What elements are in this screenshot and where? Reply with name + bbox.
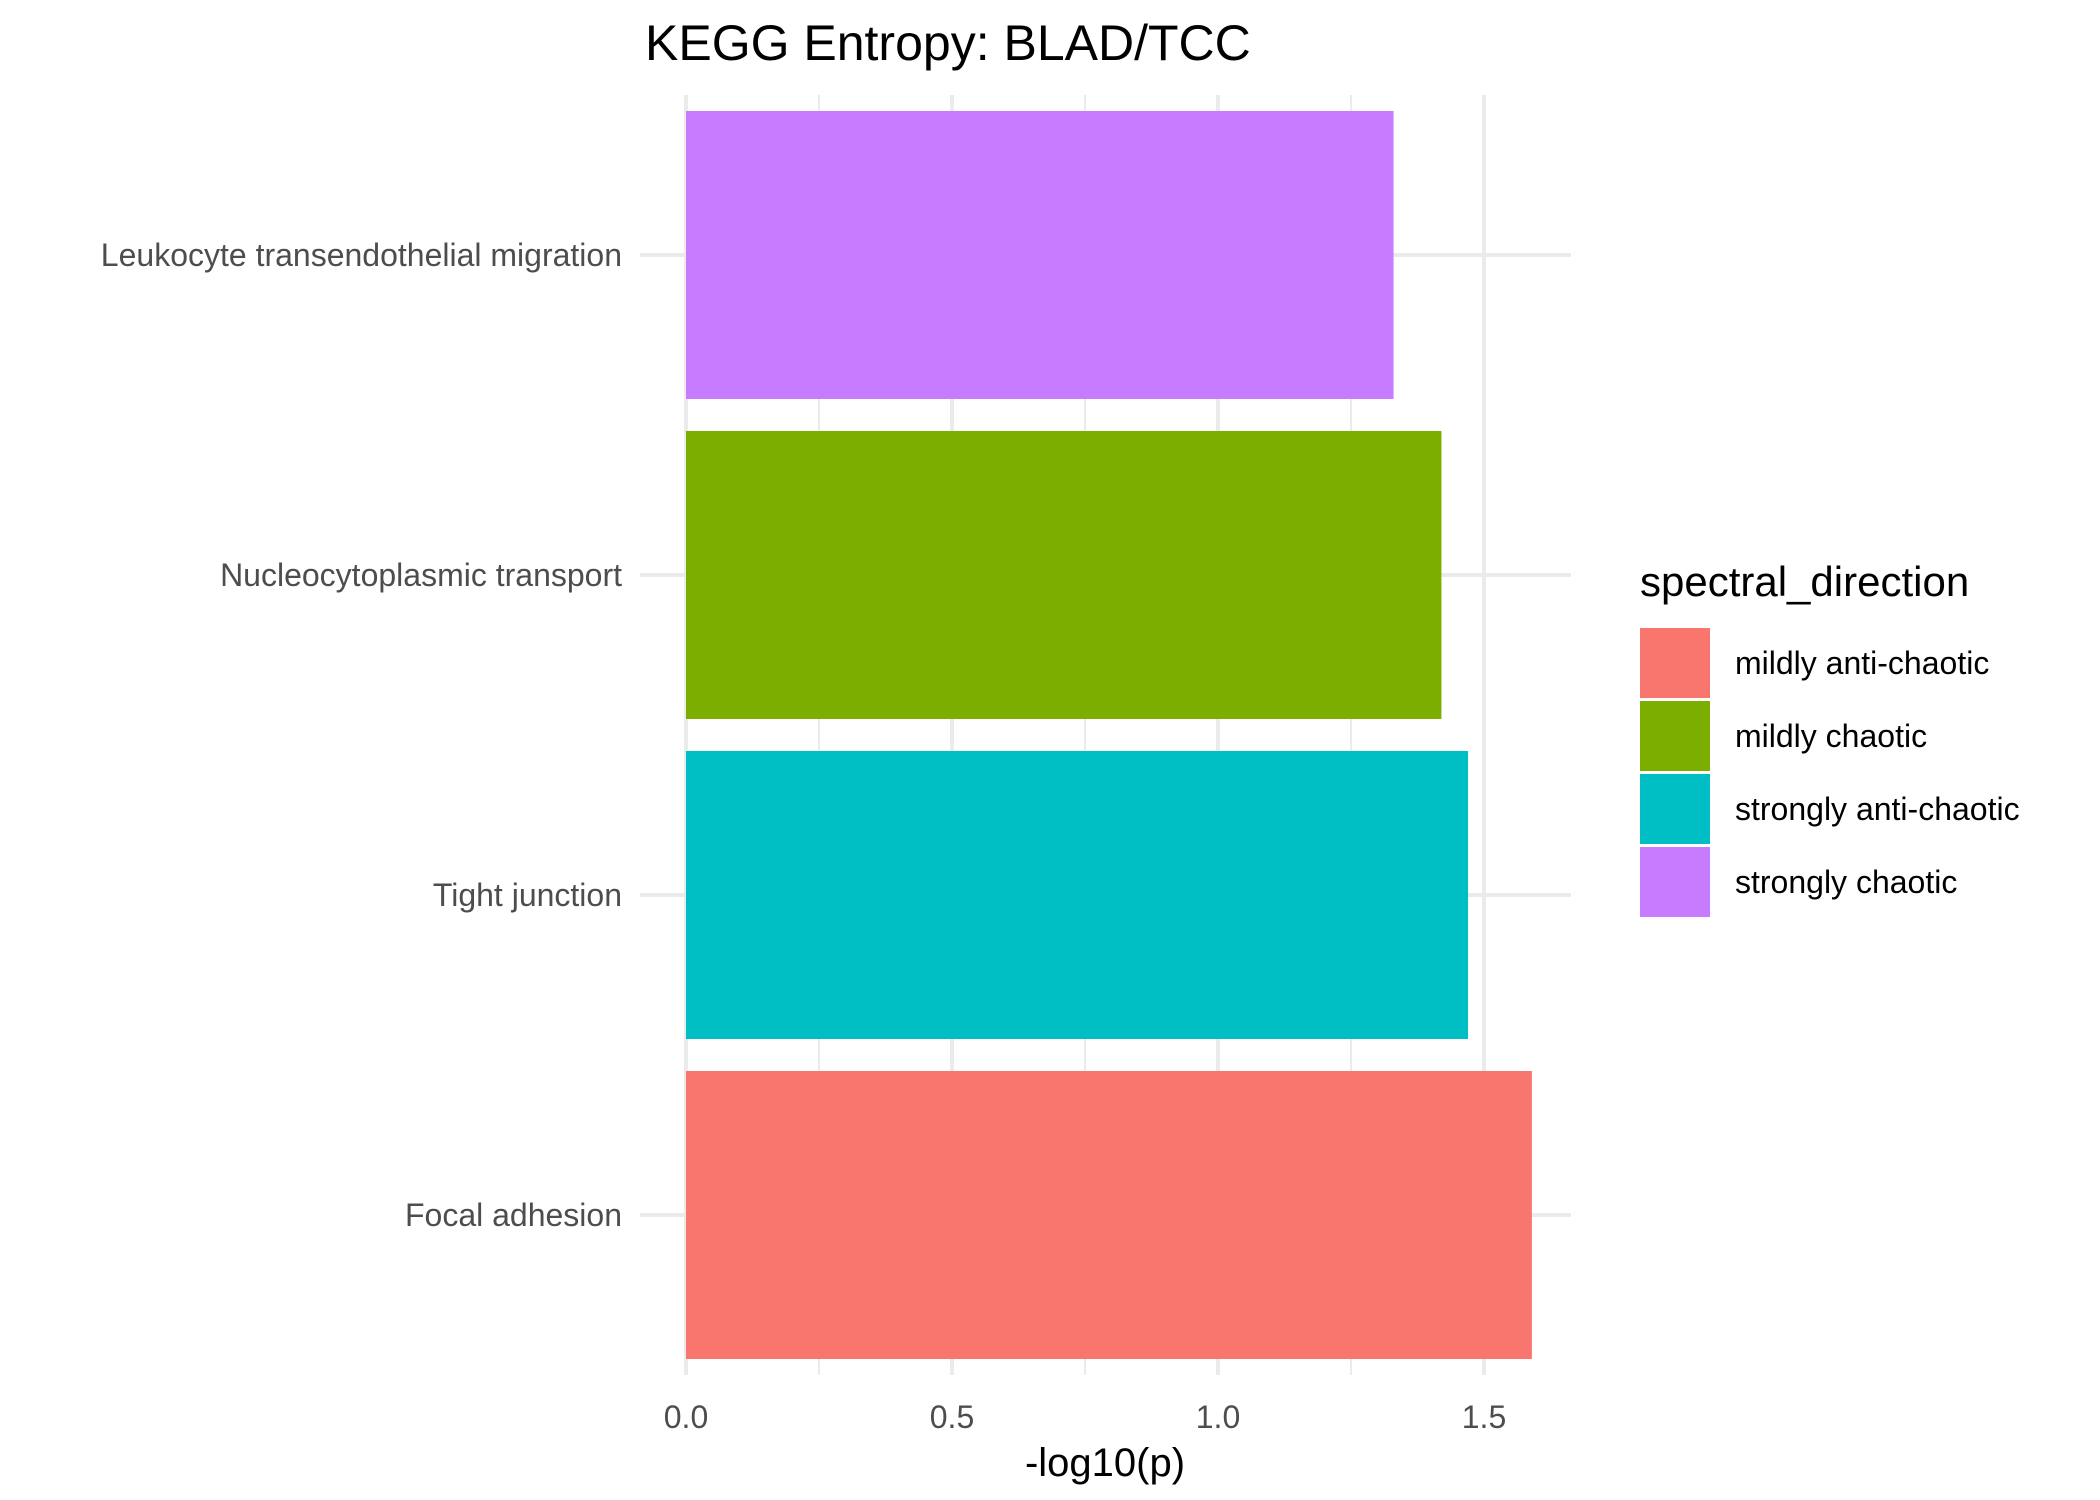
legend-swatch [1640, 701, 1710, 771]
y-tick-label: Tight junction [433, 877, 622, 913]
bars [686, 111, 1532, 1359]
legend-title: spectral_direction [1640, 558, 1969, 605]
y-tick-label: Focal adhesion [405, 1197, 622, 1233]
x-axis-ticks: 0.0 0.5 1.0 1.5 [664, 1399, 1506, 1435]
legend-swatch [1640, 847, 1710, 917]
x-tick-label: 0.0 [664, 1399, 708, 1435]
x-tick-label: 1.0 [1196, 1399, 1240, 1435]
legend-label: mildly anti-chaotic [1735, 645, 1989, 681]
y-tick-label: Leukocyte transendothelial migration [101, 237, 622, 273]
x-tick-label: 0.5 [930, 1399, 974, 1435]
bar [686, 431, 1442, 719]
chart-title: KEGG Entropy: BLAD/TCC [645, 15, 1251, 71]
bar [686, 111, 1394, 399]
legend-label: strongly anti-chaotic [1735, 791, 2020, 827]
bar [686, 751, 1469, 1039]
legend: spectral_direction mildly anti-chaoticmi… [1640, 558, 2020, 917]
x-tick-label: 1.5 [1462, 1399, 1506, 1435]
bar [686, 1071, 1532, 1359]
legend-label: mildly chaotic [1735, 718, 1927, 754]
legend-swatch [1640, 628, 1710, 698]
y-tick-label: Nucleocytoplasmic transport [220, 557, 622, 593]
legend-items: mildly anti-chaotic mildly chaotic strongl… [1640, 628, 2020, 917]
x-axis-label: -log10(p) [1025, 1441, 1185, 1485]
y-axis-ticks: Leukocyte transendothelial migration Nucl… [101, 237, 622, 1233]
legend-label: strongly chaotic [1735, 864, 1957, 900]
legend-swatch [1640, 774, 1710, 844]
